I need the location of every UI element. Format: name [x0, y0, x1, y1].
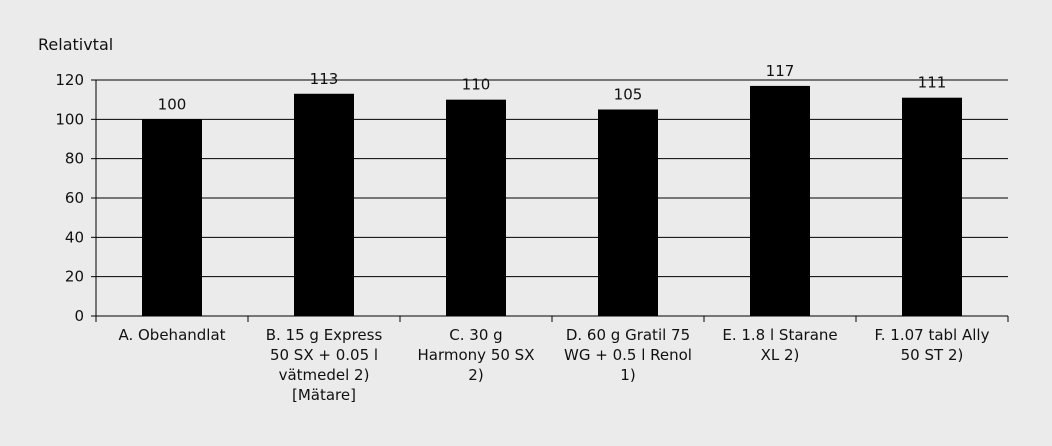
bar [598, 109, 658, 316]
x-tick-label-line: F. 1.07 tabl Ally [875, 326, 990, 344]
y-tick-label: 40 [65, 228, 84, 246]
data-label: 111 [918, 74, 947, 92]
y-tick-label: 20 [65, 268, 84, 286]
x-tick-label-line: 50 ST 2) [901, 346, 964, 364]
bar [446, 99, 506, 317]
x-tick-label: A. Obehandlat [118, 326, 225, 344]
x-tick-label-line: B. 15 g Express [266, 326, 383, 344]
x-tick-label-line: D. 60 g Gratil 75 [566, 326, 690, 344]
bar [294, 93, 354, 317]
y-tick-label: 120 [55, 71, 84, 89]
y-tick-label: 0 [74, 307, 84, 325]
x-tick-label-line: A. Obehandlat [118, 326, 225, 344]
x-tick-label-line: XL 2) [761, 346, 800, 364]
x-tick-label-line: vätmedel 2) [279, 366, 370, 384]
x-tick-label: C. 30 g Harmony 50 SX 2) [418, 326, 535, 384]
bar [142, 119, 202, 316]
x-tick-label-line: 2) [468, 366, 483, 384]
bar [750, 85, 810, 317]
x-tick-label-line: Harmony 50 SX [418, 346, 535, 364]
y-tick-label: 80 [65, 150, 84, 168]
x-tick-label-line: 50 SX + 0.05 l [270, 346, 378, 364]
x-tick-label: B. 15 g Express 50 SX + 0.05 l vätmedel 2)… [266, 326, 383, 404]
data-labels: 100 113 110 105 117 111 [158, 62, 947, 113]
data-label: 100 [158, 95, 187, 113]
x-tick-label: F. 1.07 tabl Ally 50 ST 2) [875, 326, 990, 364]
x-tick-label: D. 60 g Gratil 75 WG + 0.5 l Renol 1) [564, 326, 692, 384]
x-tick-label-line: [Mätare] [292, 386, 356, 404]
y-tick-label: 100 [55, 110, 84, 128]
data-label: 113 [310, 70, 339, 88]
x-tick-label: E. 1.8 l Starane XL 2) [722, 326, 837, 364]
bar [902, 97, 962, 316]
x-tick-label-line: 1) [620, 366, 635, 384]
x-tick-labels: A. Obehandlat B. 15 g Express 50 SX + 0.05… [118, 326, 989, 404]
bars [142, 85, 962, 317]
y-tick-label: 60 [65, 189, 84, 207]
x-tick-label-line: WG + 0.5 l Renol [564, 346, 692, 364]
y-axis-label: Relativtal [38, 35, 113, 54]
x-tick-label-line: E. 1.8 l Starane [722, 326, 837, 344]
x-tick-label-line: C. 30 g [449, 326, 502, 344]
axes [95, 80, 1009, 322]
y-tick-labels: 0 20 40 60 80 100 120 [55, 71, 96, 325]
data-label: 105 [614, 86, 643, 104]
data-label: 110 [462, 76, 491, 94]
data-label: 117 [766, 62, 795, 80]
gridlines [96, 79, 1008, 278]
